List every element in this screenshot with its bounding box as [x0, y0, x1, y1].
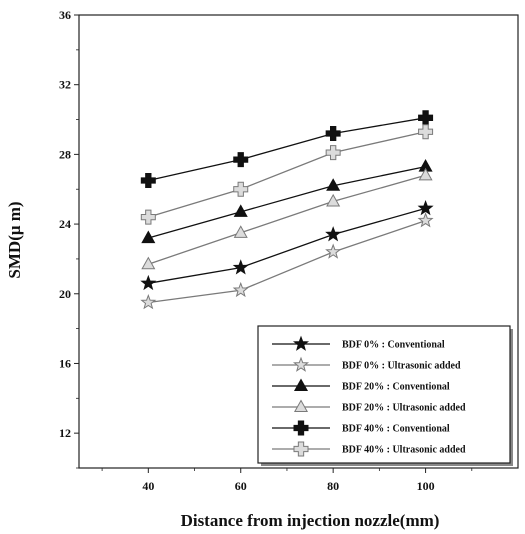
- series-4: [141, 167, 433, 270]
- legend-entry: BDF 40% : Conventional: [342, 424, 450, 435]
- data-point: [325, 145, 341, 161]
- series-line: [148, 131, 426, 218]
- legend-entry: BDF 0% : Ultrasonic added: [342, 361, 461, 372]
- data-point: [140, 209, 156, 225]
- data-point: [140, 173, 156, 189]
- data-point: [418, 167, 433, 181]
- y-tick-label: 12: [59, 426, 71, 440]
- series-line: [148, 207, 426, 284]
- legend-entry: BDF 0% : Conventional: [342, 340, 445, 351]
- legend-marker: [293, 378, 309, 392]
- data-point: [141, 256, 156, 270]
- y-tick-label: 36: [59, 8, 71, 22]
- x-tick-label: 100: [417, 479, 435, 493]
- y-tick-label: 20: [59, 287, 71, 301]
- data-point: [140, 274, 157, 291]
- y-tick-label: 28: [59, 147, 71, 161]
- series-6: [140, 124, 434, 225]
- legend-marker: [293, 441, 309, 457]
- data-point: [417, 212, 434, 228]
- series-3: [141, 159, 433, 244]
- legend-marker: [292, 356, 310, 372]
- data-point: [325, 226, 342, 242]
- series-line: [148, 165, 426, 239]
- data-point: [232, 259, 249, 275]
- series-line: [148, 219, 426, 304]
- data-point: [326, 193, 341, 207]
- series-line: [148, 117, 426, 182]
- legend-marker: [293, 399, 309, 413]
- data-point: [417, 199, 434, 216]
- legend: BDF 0% : Conventional BDF 0% : Ultrasonic…: [257, 325, 513, 466]
- data-point: [140, 294, 157, 310]
- series-5: [140, 110, 434, 189]
- legend-entry: BDF 40% : Ultrasonic added: [342, 445, 466, 456]
- data-point: [326, 178, 341, 191]
- series-line: [148, 174, 426, 265]
- data-point: [233, 181, 249, 197]
- y-tick-label: 24: [59, 217, 71, 231]
- legend-marker: [293, 420, 309, 436]
- y-tick-label: 16: [59, 356, 71, 370]
- plot-area: 12 16 20 24 28 32 36 40 60 80 100: [59, 8, 519, 493]
- data-point: [418, 124, 434, 140]
- y-tick-label: 32: [59, 78, 71, 92]
- series-2: [140, 212, 434, 310]
- plot-frame: [78, 14, 519, 469]
- x-tick-label: 80: [327, 479, 339, 493]
- legend-marker: [292, 335, 310, 351]
- data-point: [233, 225, 248, 238]
- data-point: [418, 110, 434, 126]
- data-point: [233, 204, 248, 217]
- legend-entry: BDF 20% : Conventional: [342, 382, 450, 393]
- x-tick-label: 60: [235, 479, 247, 493]
- data-point: [325, 243, 342, 259]
- series-1: [140, 199, 434, 291]
- data-point: [141, 230, 156, 244]
- x-axis-label: Distance from injection nozzle(mm): [181, 511, 440, 530]
- data-point: [325, 125, 341, 141]
- x-tick-label: 40: [142, 479, 154, 493]
- legend-box: [257, 325, 511, 464]
- legend-entry: BDF 20% : Ultrasonic added: [342, 403, 466, 414]
- y-axis-label: SMD(μ m): [5, 201, 24, 278]
- data-point: [233, 152, 249, 168]
- data-point: [232, 281, 249, 298]
